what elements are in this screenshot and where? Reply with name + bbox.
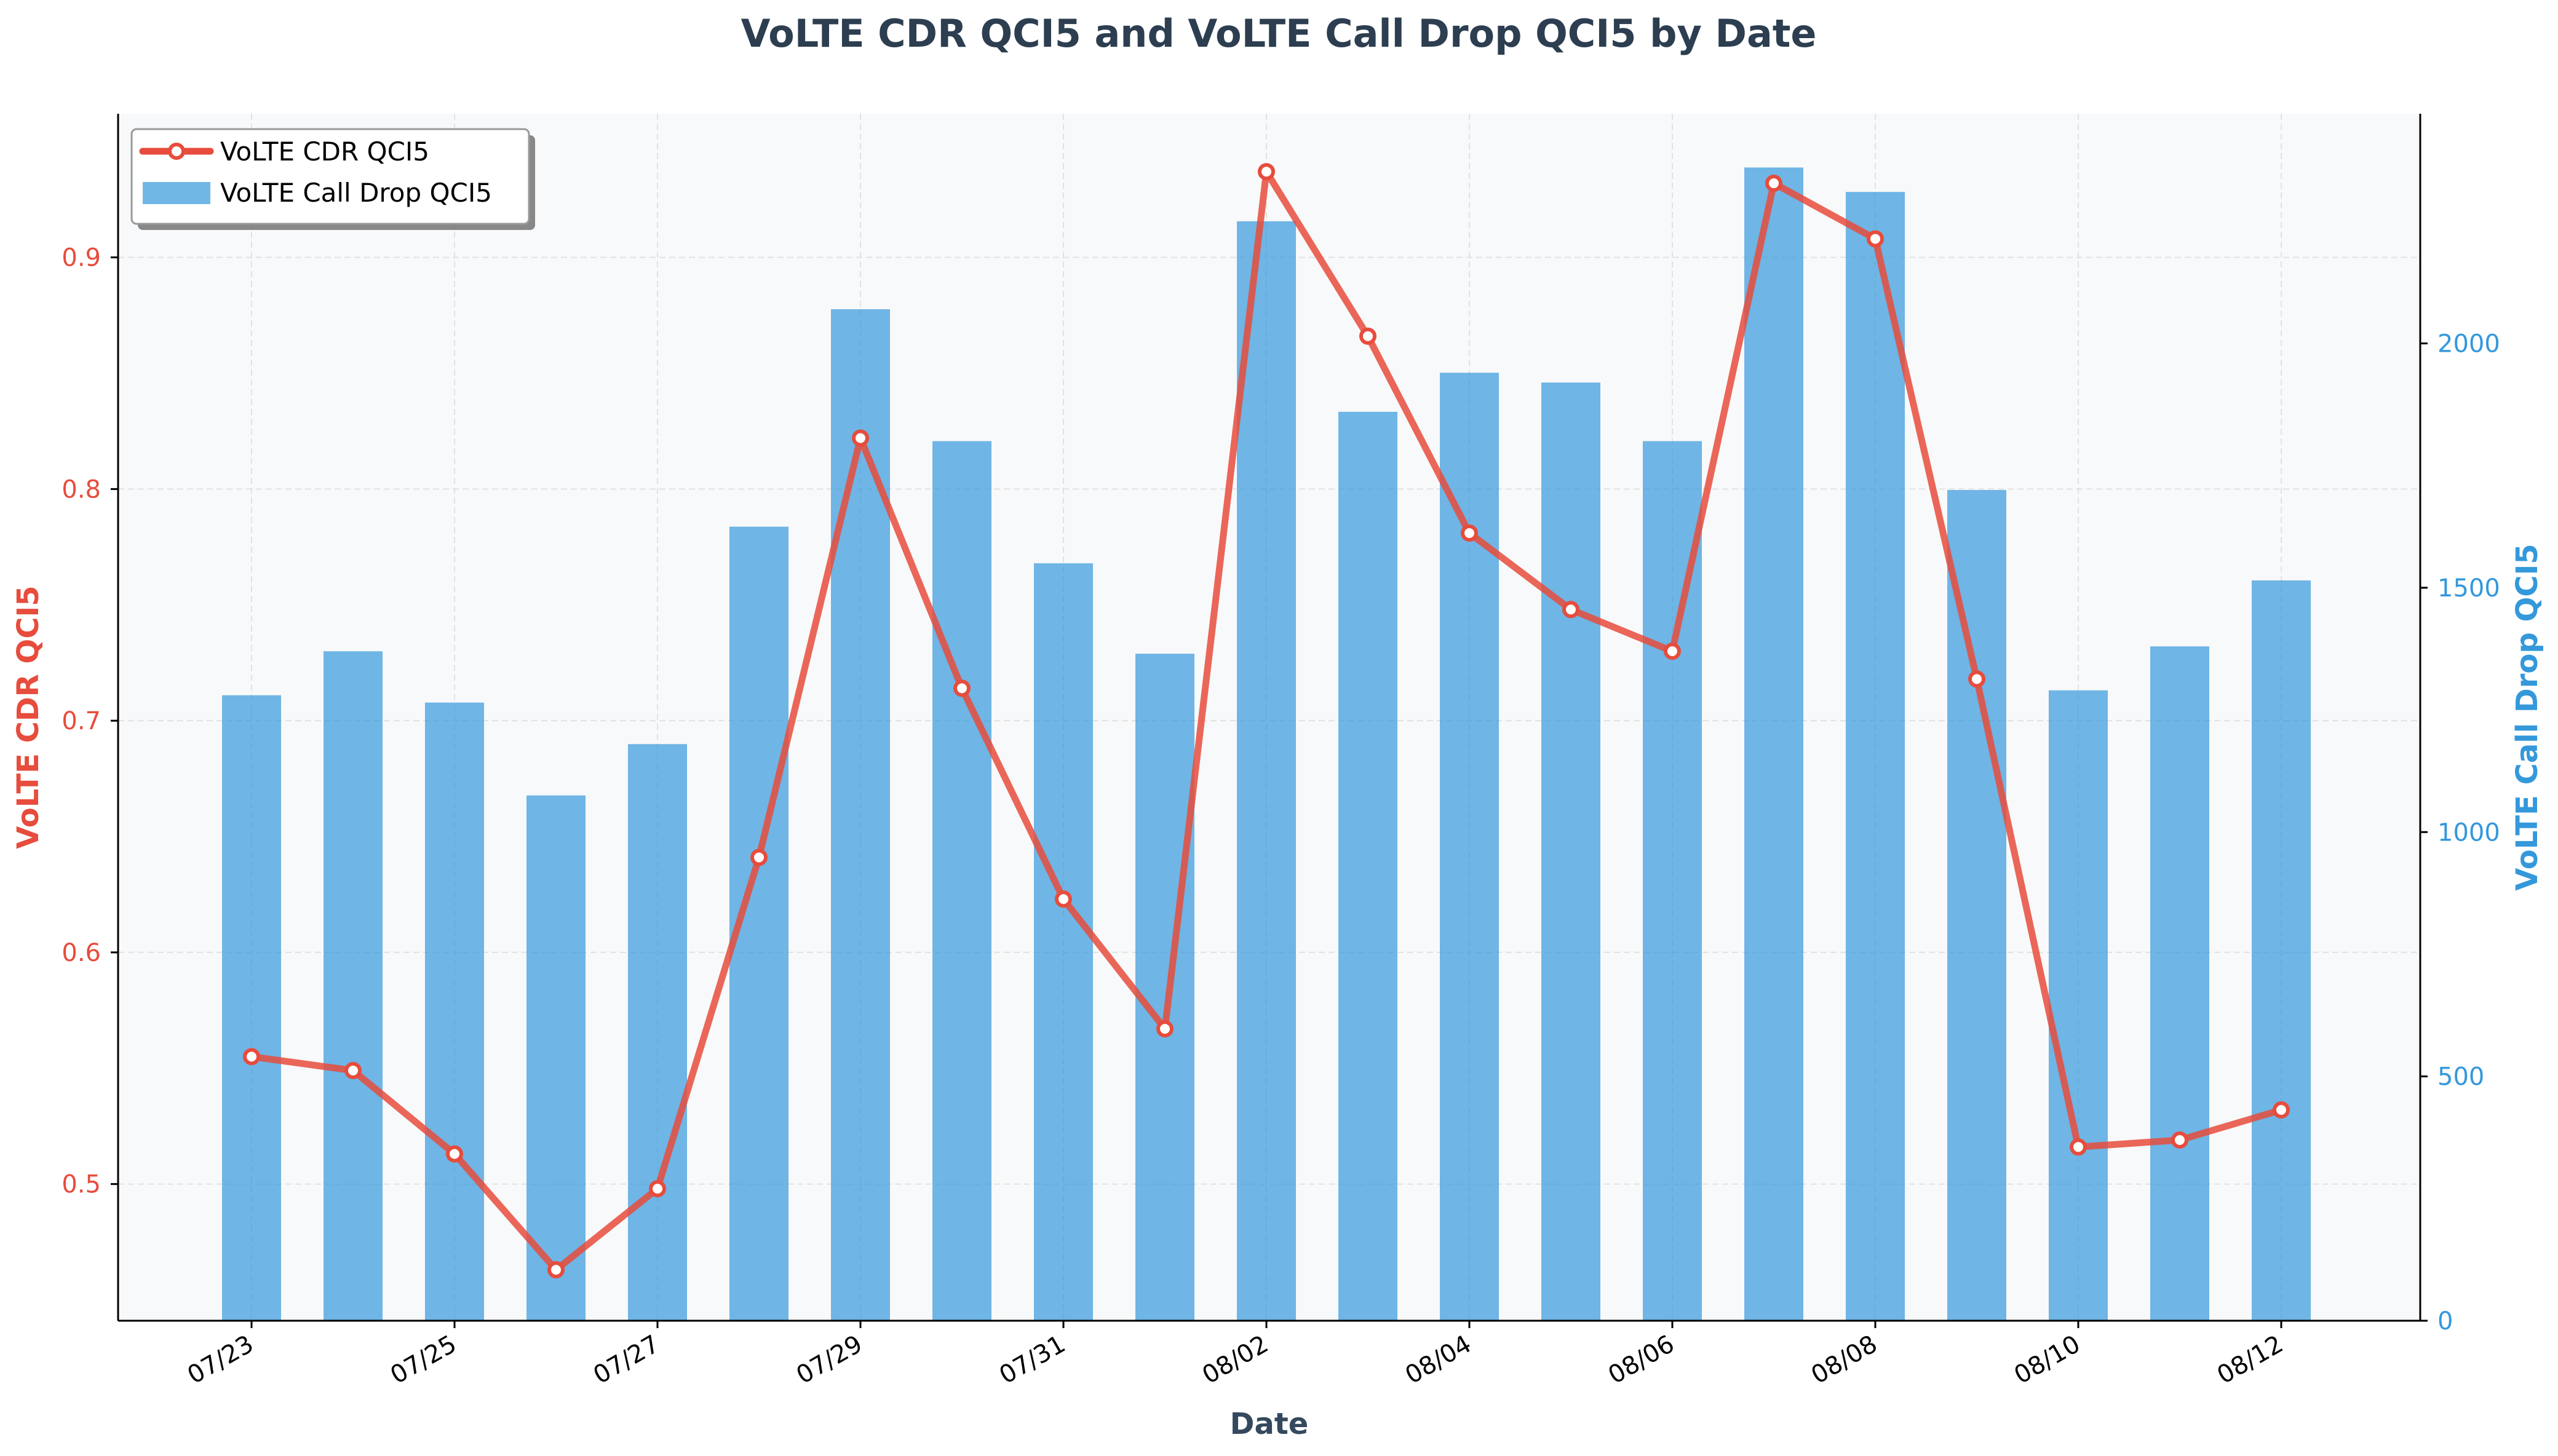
y-right-tick-label: 2000 bbox=[2437, 330, 2500, 358]
y-left-tick-label: 0.7 bbox=[62, 707, 101, 735]
y-right-tick-label: 1000 bbox=[2437, 818, 2500, 847]
line-point bbox=[649, 1180, 666, 1198]
bar bbox=[2049, 690, 2108, 1321]
bar bbox=[1440, 373, 1499, 1321]
y-left-tick-label: 0.9 bbox=[62, 244, 101, 272]
y-left-axis-label: VoLTE CDR QCI5 bbox=[11, 585, 46, 849]
line-point bbox=[1664, 643, 1681, 660]
bar bbox=[628, 744, 687, 1321]
line-point bbox=[547, 1261, 565, 1279]
line-point bbox=[1359, 327, 1376, 345]
line-point bbox=[344, 1062, 362, 1080]
line-point bbox=[446, 1145, 463, 1163]
line-point bbox=[1055, 890, 1072, 908]
y-left-tick-label: 0.5 bbox=[62, 1171, 101, 1199]
legend-box bbox=[130, 128, 530, 225]
bar bbox=[526, 795, 586, 1321]
bar bbox=[2150, 646, 2209, 1321]
chart-title: VoLTE CDR QCI5 and VoLTE Call Drop QCI5 … bbox=[741, 11, 1817, 56]
x-tick-label: 07/29 bbox=[792, 1330, 867, 1390]
bar bbox=[1541, 382, 1600, 1321]
line-point bbox=[2273, 1101, 2290, 1119]
y-right-axis-label: VoLTE Call Drop QCI5 bbox=[2510, 544, 2544, 890]
legend-label-line: VoLTE CDR QCI5 bbox=[220, 136, 429, 167]
x-axis-label: Date bbox=[1230, 1407, 1309, 1441]
line-point bbox=[1765, 175, 1782, 192]
legend-label-bar: VoLTE Call Drop QCI5 bbox=[220, 178, 492, 208]
line-point bbox=[2171, 1131, 2188, 1149]
bar bbox=[222, 695, 281, 1321]
bar bbox=[1237, 221, 1296, 1321]
line-point bbox=[852, 429, 869, 447]
line-point bbox=[953, 679, 971, 697]
x-tick-label: 08/06 bbox=[1603, 1330, 1679, 1390]
x-tick-label: 08/02 bbox=[1198, 1330, 1273, 1390]
bar bbox=[1744, 167, 1803, 1321]
bar bbox=[1947, 489, 2006, 1321]
x-tick-label: 07/25 bbox=[386, 1330, 461, 1390]
bar bbox=[932, 441, 991, 1321]
x-tick-label: 07/23 bbox=[183, 1330, 258, 1390]
line-point bbox=[1867, 230, 1884, 248]
legend-bar-swatch bbox=[143, 182, 210, 204]
x-tick-label: 07/27 bbox=[589, 1330, 664, 1390]
y-left-tick-label: 0.8 bbox=[62, 475, 101, 504]
bar bbox=[1846, 192, 1905, 1321]
bar bbox=[1643, 441, 1702, 1321]
bar bbox=[831, 309, 890, 1321]
bar bbox=[1135, 654, 1194, 1321]
y-right-tick-label: 1500 bbox=[2437, 574, 2500, 603]
y-right-tick-label: 0 bbox=[2437, 1307, 2453, 1335]
line-point bbox=[1562, 601, 1579, 619]
y-left-tick-label: 0.6 bbox=[62, 939, 101, 967]
line-point bbox=[1461, 524, 1478, 542]
bar bbox=[1338, 411, 1397, 1321]
line-point bbox=[1258, 163, 1275, 181]
bar bbox=[324, 651, 383, 1321]
bar bbox=[425, 702, 484, 1321]
line-point bbox=[1968, 670, 1985, 688]
y-right-tick-label: 500 bbox=[2437, 1063, 2484, 1091]
x-tick-label: 08/10 bbox=[2009, 1330, 2085, 1390]
bar bbox=[2252, 580, 2311, 1321]
line-point bbox=[750, 849, 768, 866]
x-tick-label: 07/31 bbox=[995, 1330, 1070, 1390]
x-tick-label: 08/12 bbox=[2212, 1330, 2288, 1390]
line-point bbox=[1156, 1020, 1174, 1038]
bar bbox=[1034, 563, 1093, 1321]
x-tick-label: 08/04 bbox=[1400, 1330, 1476, 1390]
legend-line-marker bbox=[168, 143, 185, 160]
line-point bbox=[2070, 1138, 2087, 1156]
line-point bbox=[243, 1048, 260, 1066]
x-tick-label: 08/08 bbox=[1806, 1330, 1882, 1390]
